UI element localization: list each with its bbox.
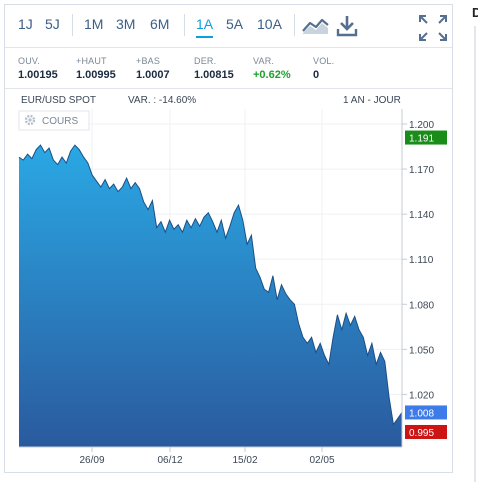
stat-value: 1.00815	[194, 69, 234, 81]
period-5j[interactable]: 5J	[45, 16, 60, 32]
instrument-name: EUR/USD SPOT	[21, 95, 97, 106]
period-10a[interactable]: 10A	[257, 16, 282, 32]
stats-bar: OUV. 1.00195 +HAUT 1.00995 +BAS 1.0007 D…	[5, 49, 452, 89]
period-6m[interactable]: 6M	[150, 16, 170, 32]
stat-variation: VAR. +0.62%	[253, 56, 291, 81]
x-tick-label: 26/09	[79, 455, 104, 466]
chart-header: EUR/USD SPOT VAR. : -14.60% 1 AN - JOUR	[5, 93, 452, 109]
stat-label: DER.	[194, 56, 217, 66]
high-price-flag	[405, 130, 447, 145]
stat-label: VAR.	[253, 56, 275, 66]
side-panel-edge: D	[458, 0, 478, 482]
period-1a[interactable]: 1A	[196, 16, 214, 38]
variation-label: VAR. : -14.60%	[128, 95, 197, 106]
x-axis: 26/09 06/12 15/02 02/05	[79, 447, 335, 466]
stat-value: 1.00195	[18, 69, 58, 81]
stat-label: VOL.	[313, 56, 335, 66]
period-1m[interactable]: 1M	[84, 16, 104, 32]
stat-value: 1.0007	[136, 69, 170, 81]
divider	[184, 14, 185, 36]
high-price-flag-label: 1.191	[409, 134, 434, 145]
stat-label: OUV.	[18, 56, 40, 66]
stat-value: +0.62%	[253, 69, 291, 81]
y-tick-label: 1.050	[409, 345, 434, 356]
fullscreen-icon[interactable]	[419, 15, 447, 46]
gear-icon[interactable]	[24, 114, 36, 126]
price-line	[18, 144, 403, 426]
side-divider	[474, 26, 476, 482]
stat-high: +HAUT 1.00995	[76, 56, 116, 81]
x-tick-label: 02/05	[309, 455, 334, 466]
side-letter: D	[472, 5, 478, 20]
last-price-flag-label: 1.008	[409, 408, 434, 419]
last-price-flag	[405, 405, 447, 420]
y-tick-label: 1.140	[409, 210, 434, 221]
stat-value: 0	[313, 69, 320, 81]
y-tick-label: 1.080	[409, 300, 434, 311]
stat-last: DER. 1.00815	[194, 56, 234, 81]
price-chart: 1.200 1.170 1.140 1.110 1.080 1.050 1.020 26/0…	[18, 109, 447, 466]
low-price-flag-label: 0.995	[409, 428, 434, 439]
y-tick-label: 1.170	[409, 165, 434, 176]
x-tick-label: 06/12	[157, 455, 182, 466]
y-tick-label: 1.110	[409, 255, 434, 266]
y-tick-label: 1.200	[409, 120, 434, 131]
stat-label: +BAS	[136, 56, 161, 66]
stat-value: 1.00995	[76, 69, 116, 81]
stat-low: +BAS 1.0007	[136, 56, 170, 81]
y-tick-label: 1.020	[409, 390, 434, 401]
low-price-flag	[405, 424, 447, 439]
stat-volume: VOL. 0	[313, 56, 334, 81]
divider	[294, 14, 295, 36]
y-axis: 1.200 1.170 1.140 1.110 1.080 1.050 1.020	[402, 120, 434, 401]
price-area	[19, 145, 402, 447]
divider	[72, 14, 73, 36]
legend: COURS	[18, 110, 90, 131]
period-3m[interactable]: 3M	[116, 16, 136, 32]
stat-open: OUV. 1.00195	[18, 56, 58, 81]
download-icon[interactable]	[336, 15, 358, 42]
period-5a[interactable]: 5A	[226, 16, 244, 32]
chart-widget: 1J 5J 1M 3M 6M 1A 5A 10A	[4, 4, 453, 473]
price-flags: 1.191 1.008 0.995	[405, 130, 447, 439]
period-1j[interactable]: 1J	[18, 16, 33, 32]
x-tick-label: 15/02	[232, 455, 257, 466]
period-toolbar: 1J 5J 1M 3M 6M 1A 5A 10A	[5, 5, 452, 48]
stat-label: +HAUT	[76, 56, 107, 66]
range-label: 1 AN - JOUR	[343, 95, 401, 106]
legend-label: COURS	[42, 116, 78, 127]
chart-type-icon[interactable]	[302, 15, 330, 40]
